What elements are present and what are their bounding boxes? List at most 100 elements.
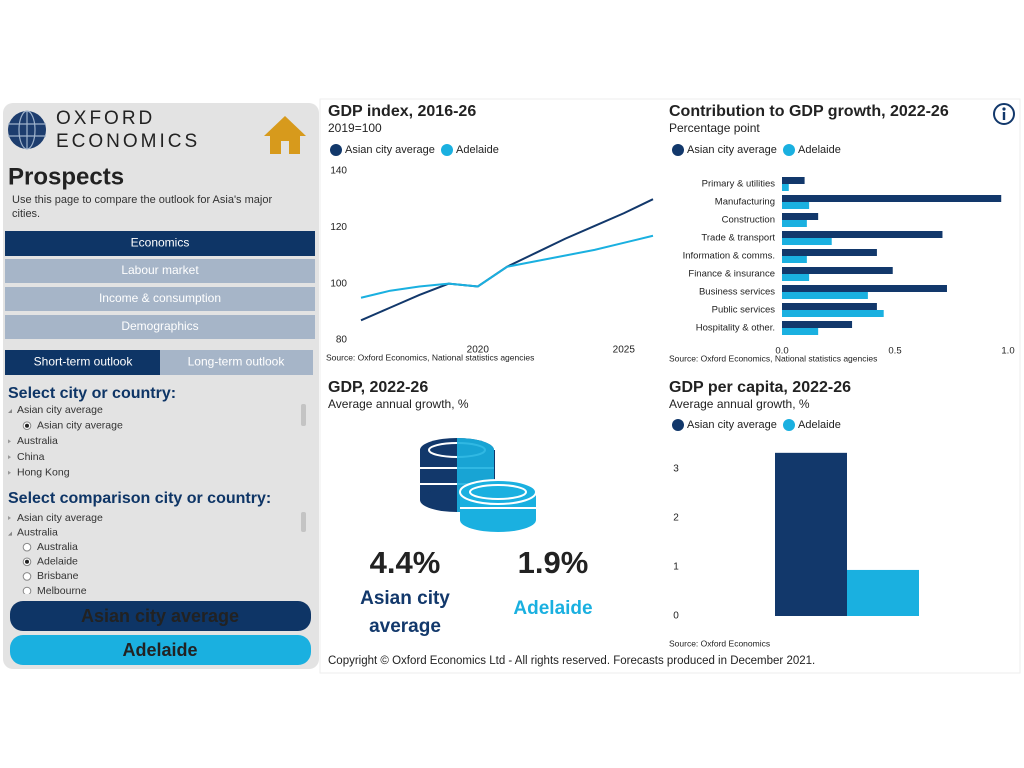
tab-label[interactable]: Short-term outlook — [34, 355, 134, 369]
y-tick-label: 120 — [330, 222, 347, 233]
bar — [782, 310, 884, 317]
coins-icon — [420, 438, 537, 532]
list-item[interactable]: Asian city average — [17, 512, 103, 524]
nav-button[interactable] — [5, 231, 315, 256]
logo-text: OXFORD — [56, 108, 155, 129]
list-item[interactable]: Asian city average — [17, 404, 103, 416]
list-item[interactable]: China — [17, 451, 45, 463]
bar — [782, 321, 853, 328]
nav-label[interactable]: Demographics — [121, 319, 198, 333]
y-tick-label: 1 — [673, 562, 679, 573]
home-button[interactable] — [264, 116, 306, 154]
tab[interactable] — [5, 350, 160, 375]
kpi-value: 1.9% — [518, 545, 589, 580]
bar — [782, 249, 877, 256]
bar — [782, 328, 819, 335]
radio[interactable] — [22, 586, 32, 595]
chart-source: Source: Oxford Economics — [669, 638, 770, 648]
scrollbar[interactable] — [301, 512, 306, 532]
chart-title: Contribution to GDP growth, 2022-26 — [669, 103, 949, 120]
chart-source: Source: Oxford Economics, National stati… — [326, 352, 534, 362]
y-tick-label: 0 — [673, 611, 679, 622]
legend-label: Adelaide — [798, 419, 841, 431]
scrollbar[interactable] — [301, 404, 306, 426]
selected-label[interactable]: Adelaide — [122, 640, 197, 660]
radio[interactable] — [22, 572, 32, 581]
sidebar-description: Use this page to compare the outlook for… — [12, 194, 273, 220]
nav-button[interactable] — [5, 287, 315, 311]
category-label: Information & comms. — [683, 251, 775, 262]
chart-subtitle: Percentage point — [669, 121, 760, 135]
legend-label: Adelaide — [456, 144, 499, 156]
legend-swatch — [441, 144, 453, 156]
chart-subtitle: 2019=100 — [328, 121, 382, 135]
expand-arrow[interactable] — [8, 409, 12, 413]
selected-label[interactable]: Asian city average — [81, 606, 239, 626]
legend-swatch — [672, 419, 684, 431]
nav-label[interactable]: Economics — [131, 236, 190, 250]
category-label: Trade & transport — [701, 233, 775, 244]
chart-title: GDP, 2022-26 — [328, 379, 428, 396]
collapse-arrow[interactable] — [8, 516, 11, 520]
select-label: Select city or country: — [8, 385, 176, 402]
info-button[interactable] — [993, 103, 1015, 125]
legend-swatch — [672, 144, 684, 156]
bar — [782, 231, 943, 238]
x-tick-label: 0.5 — [888, 346, 901, 357]
bar — [782, 202, 810, 209]
selected-button[interactable] — [10, 635, 311, 665]
collapse-arrow[interactable] — [8, 455, 11, 460]
collapse-arrow[interactable] — [8, 470, 11, 475]
bar — [782, 292, 868, 299]
radio-dot — [25, 559, 29, 564]
collapse-arrow[interactable] — [8, 439, 11, 444]
category-label: Primary & utilities — [702, 179, 776, 190]
legend-swatch — [783, 419, 795, 431]
legend-label: Asian city average — [687, 419, 777, 431]
selected-button[interactable] — [10, 601, 311, 631]
bar — [782, 256, 807, 263]
radio[interactable] — [22, 542, 32, 552]
legend-swatch — [330, 144, 342, 156]
bar — [782, 303, 877, 310]
list-item[interactable]: Australia — [17, 526, 58, 538]
tab-label[interactable]: Long-term outlook — [188, 355, 286, 369]
chart-title: GDP index, 2016-26 — [328, 103, 476, 120]
tab[interactable] — [160, 350, 313, 375]
list-item[interactable]: Asian city average — [37, 419, 123, 431]
category-label: Construction — [722, 215, 775, 226]
select-label: Select comparison city or country: — [8, 490, 271, 507]
legend-label: Asian city average — [345, 144, 435, 156]
kpi-label: Adelaide — [513, 598, 593, 619]
legend-label: Adelaide — [798, 144, 841, 156]
list-item[interactable]: Adelaide — [37, 556, 78, 568]
nav-label[interactable]: Income & consumption — [99, 291, 221, 305]
logo-text: ECONOMICS — [56, 131, 200, 152]
bar — [782, 220, 807, 227]
category-label: Manufacturing — [715, 197, 775, 208]
expand-arrow[interactable] — [8, 531, 12, 536]
chart-title: GDP per capita, 2022-26 — [669, 379, 851, 396]
nav-button[interactable] — [5, 315, 315, 339]
x-tick-label: 1.0 — [1001, 346, 1014, 357]
category-label: Hospitality & other. — [696, 323, 775, 334]
category-label: Public services — [712, 305, 776, 316]
legend-swatch — [783, 144, 795, 156]
list-item[interactable]: Hong Kong — [17, 467, 70, 479]
x-tick-label: 0.0 — [775, 346, 788, 357]
list-item[interactable]: Australia — [17, 435, 58, 447]
chart-subtitle: Average annual growth, % — [328, 397, 469, 411]
line-series — [360, 234, 654, 299]
kpi-label: Asian city average — [360, 588, 450, 637]
nav-label[interactable]: Labour market — [121, 263, 199, 277]
kpi-value: 4.4% — [370, 545, 441, 580]
x-tick-label: 2020 — [467, 345, 490, 356]
category-label: Finance & insurance — [688, 269, 775, 280]
list-item[interactable]: Melbourne — [37, 585, 87, 597]
list-item[interactable]: Brisbane — [37, 570, 79, 582]
list-item[interactable]: Australia — [37, 541, 78, 553]
y-tick-label: 80 — [336, 335, 348, 346]
bar — [782, 195, 1002, 202]
nav-button[interactable] — [5, 259, 315, 283]
